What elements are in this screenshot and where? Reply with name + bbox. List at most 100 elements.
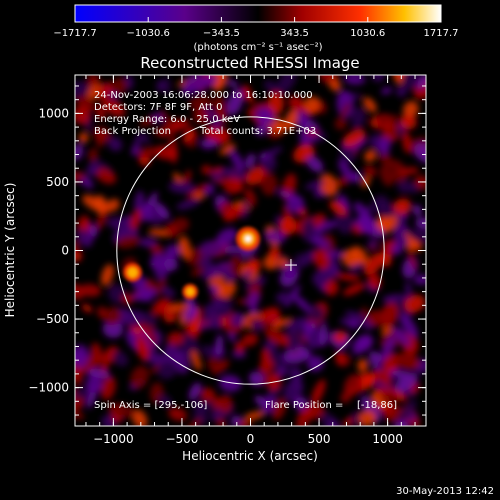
x-tick-label: −500 bbox=[165, 432, 198, 446]
speckle-blob bbox=[125, 309, 144, 329]
speckle-blob bbox=[254, 395, 267, 406]
speckle-blob bbox=[139, 237, 157, 248]
speckle-blob bbox=[93, 126, 111, 142]
speckle-blob bbox=[398, 167, 419, 175]
colorbar-units: (photons cm⁻² s⁻¹ asec⁻²) bbox=[193, 42, 322, 53]
speckle-blob bbox=[337, 176, 349, 187]
speckle-blob bbox=[258, 371, 282, 386]
speckle-blob bbox=[335, 351, 346, 366]
speckle-blob bbox=[379, 202, 394, 218]
solar-limb-circle bbox=[116, 116, 385, 385]
speckle-blob bbox=[313, 249, 330, 270]
speckle-blob bbox=[363, 252, 385, 275]
speckle-blob bbox=[324, 279, 339, 296]
speckle-blob bbox=[397, 399, 417, 423]
speckle-blob bbox=[134, 134, 141, 153]
speckle-blob bbox=[75, 143, 84, 161]
speckle-blob bbox=[157, 360, 178, 379]
speckle-blob bbox=[165, 244, 181, 260]
speckle-blob bbox=[264, 339, 278, 352]
speckle-blob bbox=[307, 356, 324, 372]
speckle-blob bbox=[286, 195, 305, 213]
speckle-blob bbox=[107, 403, 136, 418]
speckle-blob bbox=[397, 180, 413, 194]
y-axis-tick-labels: 1000 500 0 −500 −1000 bbox=[28, 106, 69, 394]
speckle-blob bbox=[172, 119, 190, 130]
bright-sources bbox=[123, 226, 261, 300]
speckle-blob bbox=[336, 90, 354, 119]
speckle-blob bbox=[389, 370, 415, 378]
speckle-blob bbox=[81, 304, 93, 313]
speckle-blob bbox=[363, 97, 377, 113]
speckle-blob bbox=[211, 359, 230, 375]
speckle-blob bbox=[373, 387, 391, 396]
speckle-blob bbox=[255, 124, 268, 136]
speckle-blob bbox=[363, 165, 377, 178]
speckle-blob bbox=[139, 133, 150, 143]
speckle-blob bbox=[201, 165, 212, 175]
speckle-blob bbox=[87, 148, 99, 162]
x-tick-label: 500 bbox=[308, 432, 331, 446]
speckle-blob bbox=[383, 403, 393, 415]
speckle-blob bbox=[353, 202, 367, 217]
speckle-blob bbox=[159, 298, 170, 313]
spin-axis-marker bbox=[284, 259, 297, 272]
speckle-blob bbox=[168, 407, 187, 421]
speckle-blob bbox=[357, 214, 377, 233]
speckle-blob bbox=[341, 248, 360, 267]
speckle-blob bbox=[361, 395, 372, 413]
method-text: Back Projection bbox=[94, 126, 171, 137]
speckle-blob bbox=[135, 335, 150, 362]
y-axis-label: Heliocentric Y (arcsec) bbox=[3, 183, 17, 318]
speckle-blob bbox=[101, 97, 126, 117]
speckle-blob bbox=[246, 258, 261, 273]
speckle-blob bbox=[88, 368, 110, 379]
speckle-blob bbox=[268, 247, 281, 260]
speckle-blob bbox=[230, 415, 242, 426]
speckle-blob bbox=[76, 228, 92, 245]
speckle-blob bbox=[377, 115, 400, 125]
speckle-blob bbox=[104, 306, 122, 326]
speckle-blob bbox=[249, 371, 264, 387]
speckle-blob bbox=[416, 75, 426, 90]
speckle-blob bbox=[260, 156, 277, 173]
y-tick-label: 0 bbox=[61, 244, 69, 258]
speckle-blob bbox=[333, 330, 347, 343]
chart-title: Reconstructed RHESSI Image bbox=[140, 54, 359, 72]
speckle-blob bbox=[87, 75, 100, 87]
speckle-blob bbox=[160, 109, 173, 133]
speckle-blob bbox=[132, 288, 157, 302]
speckle-blob bbox=[279, 215, 297, 236]
speckle-blob bbox=[102, 320, 124, 338]
y-tick-label: 500 bbox=[46, 175, 69, 189]
speckle-blob bbox=[293, 397, 308, 411]
speckle-blob bbox=[367, 310, 386, 327]
speckle-blob bbox=[150, 252, 168, 263]
x-axis-label: Heliocentric X (arcsec) bbox=[182, 449, 318, 463]
speckle-blob bbox=[95, 167, 117, 184]
speckle-blob bbox=[211, 75, 228, 92]
x-axis-tick-labels: −1000 −500 0 500 1000 bbox=[93, 432, 403, 446]
speckle-blob bbox=[305, 179, 325, 190]
speckle-blob bbox=[100, 376, 116, 400]
speckle-blob bbox=[251, 319, 263, 331]
colorbar-tick-label: −343.5 bbox=[203, 28, 240, 39]
colorbar-tick-label: −1717.7 bbox=[53, 28, 96, 39]
speckle-blob bbox=[191, 266, 205, 277]
speckle-blob bbox=[319, 173, 338, 197]
speckle-blob bbox=[75, 249, 83, 262]
speckle-blob bbox=[138, 147, 158, 158]
speckle-blob bbox=[164, 223, 179, 238]
speckle-blob bbox=[393, 222, 411, 247]
speckle-blob bbox=[315, 220, 337, 232]
speckle-blob bbox=[210, 170, 224, 182]
speckle-blob bbox=[107, 217, 135, 231]
speckle-blob bbox=[351, 107, 366, 130]
bright-source-core bbox=[186, 287, 195, 296]
speckle-blob bbox=[75, 84, 86, 95]
speckle-blob bbox=[381, 87, 392, 95]
speckle-blob bbox=[213, 298, 224, 309]
speckle-blob bbox=[306, 155, 324, 173]
speckle-blob bbox=[199, 240, 223, 257]
speckle-blob bbox=[245, 153, 256, 169]
